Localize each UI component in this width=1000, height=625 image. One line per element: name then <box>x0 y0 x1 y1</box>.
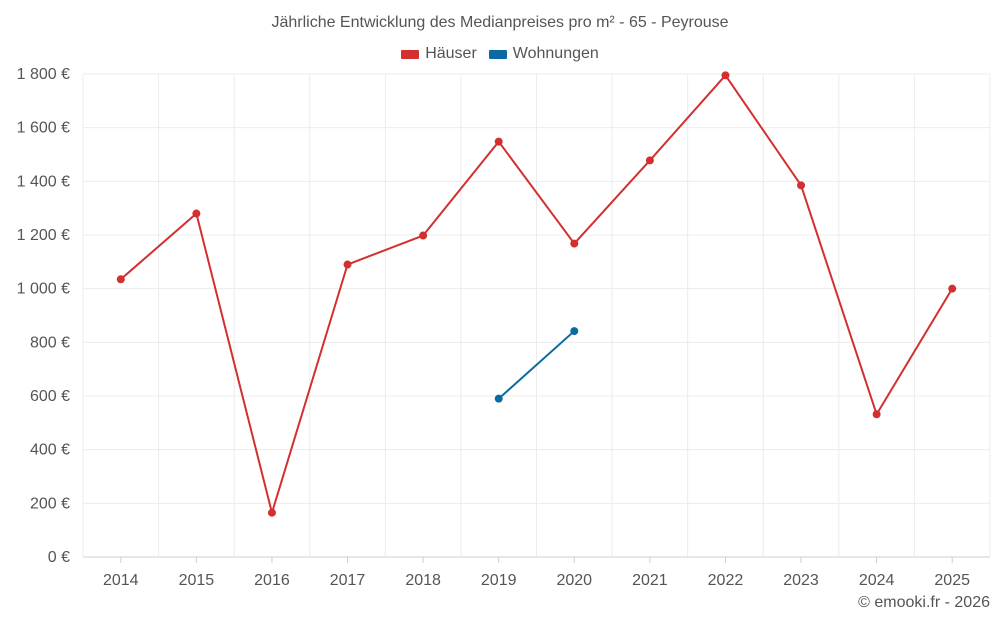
legend-item-haeuser[interactable]: Häuser <box>401 45 477 63</box>
data-point-haeuser-2022 <box>721 71 730 80</box>
data-point-haeuser-2024 <box>872 410 881 419</box>
y-tick-label: 800 € <box>30 334 70 351</box>
legend-item-wohnungen[interactable]: Wohnungen <box>488 45 599 63</box>
data-point-haeuser-2019 <box>494 137 503 146</box>
x-tick-label: 2023 <box>783 572 819 589</box>
data-point-haeuser-2021 <box>645 156 654 165</box>
chart-title: Jährliche Entwicklung des Medianpreises … <box>271 14 729 31</box>
y-tick-label: 1 200 € <box>17 227 70 244</box>
y-tick-label: 600 € <box>30 388 70 405</box>
x-tick-label: 2015 <box>179 572 215 589</box>
x-tick-label: 2021 <box>632 572 668 589</box>
y-tick-label: 400 € <box>30 442 70 459</box>
x-tick-label: 2020 <box>556 572 592 589</box>
y-tick-label: 200 € <box>30 495 70 512</box>
x-tick-label: 2018 <box>405 572 441 589</box>
x-tick-label: 2022 <box>708 572 744 589</box>
x-tick-label: 2019 <box>481 572 517 589</box>
data-point-haeuser-2014 <box>116 275 125 284</box>
y-tick-label: 1 600 € <box>17 120 70 137</box>
data-point-haeuser-2025 <box>948 284 957 293</box>
data-point-haeuser-2016 <box>267 508 276 517</box>
x-tick-label: 2017 <box>330 572 366 589</box>
series-line-wohnungen <box>498 330 575 400</box>
legend-label-haeuser: Häuser <box>425 45 477 62</box>
credit-text: © emooki.fr - 2026 <box>858 594 990 611</box>
data-point-haeuser-2015 <box>192 209 201 218</box>
x-tick-label: 2024 <box>859 572 895 589</box>
legend-swatch-haeuser <box>401 49 420 59</box>
data-point-haeuser-2018 <box>419 231 428 240</box>
y-tick-label: 0 € <box>48 549 70 566</box>
legend-label-wohnungen: Wohnungen <box>512 45 599 62</box>
data-point-wohnungen-2019 <box>494 394 503 403</box>
data-point-haeuser-2020 <box>570 239 579 248</box>
x-tick-label: 2016 <box>254 572 290 589</box>
y-tick-label: 1 400 € <box>17 173 70 190</box>
x-tick-label: 2025 <box>934 572 970 589</box>
data-point-wohnungen-2020 <box>570 327 579 336</box>
legend-swatch-wohnungen <box>488 49 507 59</box>
x-tick-label: 2014 <box>103 572 139 589</box>
data-point-haeuser-2017 <box>343 260 352 269</box>
y-tick-label: 1 000 € <box>17 281 70 298</box>
legend: Häuser Wohnungen <box>0 45 1000 63</box>
y-tick-label: 1 800 € <box>17 66 70 83</box>
series-line-haeuser <box>120 74 954 514</box>
data-point-haeuser-2023 <box>797 181 806 190</box>
